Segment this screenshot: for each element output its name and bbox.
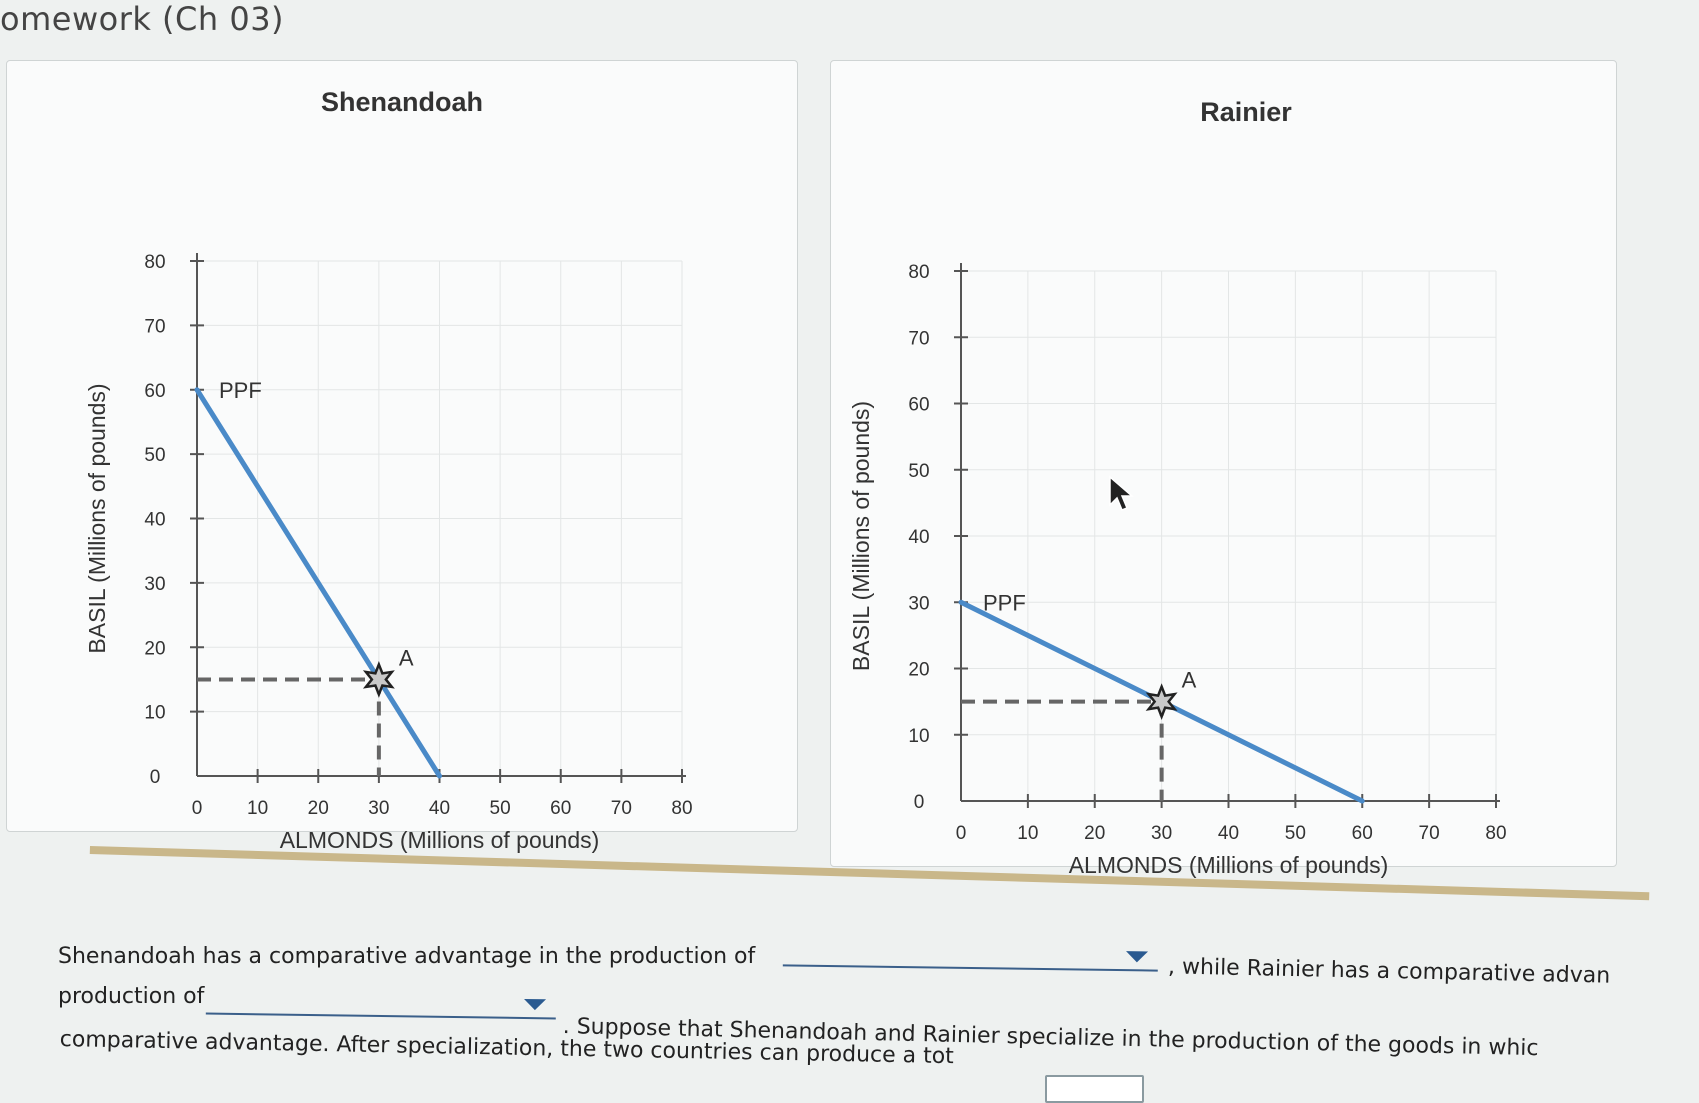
y-tick-label: 50 — [144, 445, 165, 466]
question-line-1-end: , while Rainier has a comparative advan — [1167, 954, 1611, 989]
x-tick-label: 40 — [429, 798, 450, 819]
x-tick-label: 10 — [1017, 823, 1038, 844]
chevron-down-icon — [523, 998, 547, 1011]
point-a-star-icon — [1145, 683, 1178, 721]
x-tick-label: 70 — [1419, 823, 1440, 844]
point-a-star-icon — [362, 661, 395, 698]
rainier-graph-panel: Rainier 0 10 20 30 40 50 60 70 80 0 10 20 30 40 50 60 70 8… — [830, 60, 1617, 878]
rainier-chart: Rainier 0 10 20 30 40 50 60 70 80 0 10 20 30 40 50 60 70 8… — [848, 97, 1507, 878]
x-tick-label: 70 — [611, 798, 632, 819]
y-tick-label: 50 — [908, 461, 929, 482]
y-tick-label: 10 — [144, 703, 165, 724]
question-line-2-start: production of — [58, 984, 205, 1009]
x-tick-label: 80 — [671, 798, 692, 819]
y-tick-label: 30 — [908, 593, 929, 614]
y-tick-label: 30 — [144, 574, 165, 595]
x-tick-label: 20 — [1084, 823, 1105, 844]
x-tick-label: 80 — [1485, 823, 1506, 844]
ppf-label: PPF — [983, 590, 1026, 615]
x-axis-title: ALMONDS (Millions of pounds) — [1069, 852, 1389, 878]
x-tick-label: 20 — [308, 798, 329, 819]
y-tick-label: 70 — [144, 316, 165, 337]
mouse-pointer-icon — [1109, 475, 1135, 511]
x-tick-label: 50 — [490, 798, 511, 819]
good-dropdown-rainier[interactable] — [205, 982, 557, 1020]
y-tick-label: 40 — [908, 527, 929, 548]
chart-title: Rainier — [1200, 97, 1292, 127]
y-tick-label: 20 — [144, 638, 165, 659]
y-tick-label: 80 — [908, 262, 929, 283]
chevron-down-icon — [1125, 951, 1149, 963]
x-axis-title: ALMONDS (Millions of pounds) — [280, 827, 600, 853]
x-tick-label: 30 — [368, 798, 389, 819]
point-a-label: A — [399, 645, 414, 670]
grid — [961, 270, 1497, 801]
shenandoah-chart: Shenandoah 0 10 20 30 40 50 60 70 80 0 10 20 30 40 50 60… — [84, 87, 693, 853]
y-tick-label: 80 — [144, 252, 165, 273]
y-axis-title: BASIL (Millions of pounds) — [848, 401, 874, 671]
y-tick-label: 0 — [150, 767, 161, 788]
question-line-1: Shenandoah has a comparative advantage i… — [58, 944, 756, 969]
good-dropdown-shenandoah[interactable] — [782, 934, 1159, 972]
shenandoah-graph-panel: Shenandoah 0 10 20 30 40 50 60 70 80 0 10 20 30 40 50 60… — [6, 60, 798, 853]
x-tick-label: 0 — [192, 798, 203, 819]
x-tick-label: 30 — [1151, 823, 1172, 844]
x-tick-label: 60 — [550, 798, 571, 819]
y-tick-label: 60 — [144, 381, 165, 402]
y-tick-label: 0 — [914, 792, 925, 813]
grid — [197, 260, 683, 776]
ppf-line — [194, 387, 442, 779]
y-tick-label: 60 — [908, 395, 929, 416]
y-axis-title: BASIL (Millions of pounds) — [84, 383, 110, 653]
x-tick-label: 50 — [1285, 823, 1306, 844]
y-tick-label: 70 — [908, 328, 929, 349]
point-a-label: A — [1182, 668, 1197, 693]
x-tick-label: 10 — [247, 798, 268, 819]
y-tick-label: 20 — [908, 660, 929, 681]
y-tick-label: 10 — [908, 726, 929, 747]
chart-title: Shenandoah — [321, 87, 483, 117]
total-output-input[interactable] — [1045, 1075, 1144, 1103]
x-tick-label: 60 — [1352, 823, 1373, 844]
x-tick-label: 0 — [956, 823, 967, 844]
x-tick-label: 40 — [1218, 823, 1239, 844]
ppf-label: PPF — [219, 378, 262, 403]
page-title: omework (Ch 03) — [0, 0, 285, 38]
y-tick-label: 40 — [144, 510, 165, 531]
